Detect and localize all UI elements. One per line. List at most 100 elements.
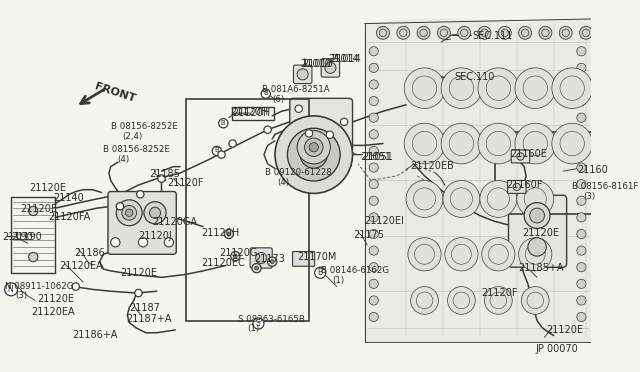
Text: B 08156-8252E: B 08156-8252E <box>111 122 178 131</box>
Text: 21175: 21175 <box>353 230 385 240</box>
Circle shape <box>577 163 586 172</box>
Circle shape <box>577 230 586 238</box>
Circle shape <box>441 123 482 164</box>
FancyBboxPatch shape <box>108 192 176 254</box>
Circle shape <box>406 180 443 217</box>
Circle shape <box>417 26 430 39</box>
FancyBboxPatch shape <box>509 195 566 267</box>
Text: S: S <box>255 319 260 328</box>
Circle shape <box>136 190 144 198</box>
Text: N 08911-1062G: N 08911-1062G <box>4 282 73 291</box>
Circle shape <box>158 175 165 182</box>
Text: 21140: 21140 <box>54 193 84 203</box>
Circle shape <box>516 180 554 217</box>
Circle shape <box>300 141 327 168</box>
Text: 21010: 21010 <box>303 59 333 69</box>
Circle shape <box>478 123 518 164</box>
Circle shape <box>369 180 378 189</box>
Circle shape <box>478 68 518 109</box>
Circle shape <box>315 267 326 278</box>
Circle shape <box>515 68 556 109</box>
Circle shape <box>441 68 482 109</box>
Text: 21120EI: 21120EI <box>365 215 404 225</box>
FancyBboxPatch shape <box>321 59 340 77</box>
Text: 21187+A: 21187+A <box>127 314 172 324</box>
Text: B: B <box>221 119 225 126</box>
Bar <box>186 99 309 321</box>
Circle shape <box>29 253 38 262</box>
Text: (1): (1) <box>332 276 344 285</box>
Text: 21120E: 21120E <box>120 268 157 278</box>
Circle shape <box>369 296 378 305</box>
Text: 21014: 21014 <box>328 54 359 64</box>
Circle shape <box>369 46 378 56</box>
Circle shape <box>234 254 237 258</box>
Circle shape <box>577 180 586 189</box>
Circle shape <box>297 131 330 164</box>
Circle shape <box>528 238 547 256</box>
Text: 21173: 21173 <box>254 254 285 264</box>
Circle shape <box>404 123 445 164</box>
Circle shape <box>255 253 267 263</box>
Circle shape <box>253 318 264 329</box>
Circle shape <box>297 69 308 80</box>
Circle shape <box>447 286 476 314</box>
Circle shape <box>305 130 313 137</box>
Text: 21120G: 21120G <box>220 248 258 258</box>
Circle shape <box>524 203 550 228</box>
Circle shape <box>577 80 586 89</box>
Circle shape <box>305 138 323 157</box>
Circle shape <box>261 89 270 98</box>
Circle shape <box>72 283 79 290</box>
Circle shape <box>443 180 480 217</box>
Circle shape <box>309 142 318 152</box>
Text: B 08146-6162G: B 08146-6162G <box>321 266 389 275</box>
Circle shape <box>530 208 545 223</box>
Circle shape <box>539 26 552 39</box>
Text: (2,4): (2,4) <box>123 132 143 141</box>
Text: JP 00070: JP 00070 <box>535 344 578 354</box>
Text: B: B <box>214 147 219 153</box>
Circle shape <box>577 146 586 155</box>
Circle shape <box>369 80 378 89</box>
Text: FRONT: FRONT <box>94 82 137 104</box>
FancyBboxPatch shape <box>292 251 315 266</box>
Text: (3): (3) <box>15 291 27 300</box>
Circle shape <box>478 26 491 39</box>
Circle shape <box>270 260 274 263</box>
Circle shape <box>408 238 441 271</box>
Circle shape <box>135 289 142 297</box>
Circle shape <box>577 213 586 222</box>
Text: 21010: 21010 <box>300 59 331 69</box>
Circle shape <box>369 146 378 155</box>
FancyBboxPatch shape <box>294 65 312 84</box>
Circle shape <box>4 283 17 296</box>
Text: 21120GA: 21120GA <box>152 217 197 227</box>
Text: 21120H: 21120H <box>232 108 271 118</box>
Text: 21120EA: 21120EA <box>31 307 75 317</box>
Text: B 08156-8252E: B 08156-8252E <box>103 145 170 154</box>
Circle shape <box>458 26 470 39</box>
Circle shape <box>522 286 549 314</box>
Circle shape <box>218 151 225 158</box>
FancyBboxPatch shape <box>290 98 353 152</box>
Text: 21120E: 21120E <box>547 326 583 335</box>
Text: 21185+A: 21185+A <box>518 263 564 273</box>
Circle shape <box>295 105 302 112</box>
Circle shape <box>411 286 438 314</box>
Circle shape <box>219 119 228 128</box>
Circle shape <box>577 246 586 255</box>
Circle shape <box>397 26 410 39</box>
Circle shape <box>577 113 586 122</box>
Circle shape <box>369 63 378 73</box>
Circle shape <box>577 196 586 205</box>
Circle shape <box>224 230 234 238</box>
Circle shape <box>499 26 511 39</box>
Text: S 08363-6165B: S 08363-6165B <box>238 315 305 324</box>
Circle shape <box>268 257 277 266</box>
Text: 21186: 21186 <box>74 248 104 258</box>
Circle shape <box>116 203 124 210</box>
Text: 21120F: 21120F <box>167 178 204 188</box>
Text: 21120E: 21120E <box>20 203 58 214</box>
Circle shape <box>369 163 378 172</box>
